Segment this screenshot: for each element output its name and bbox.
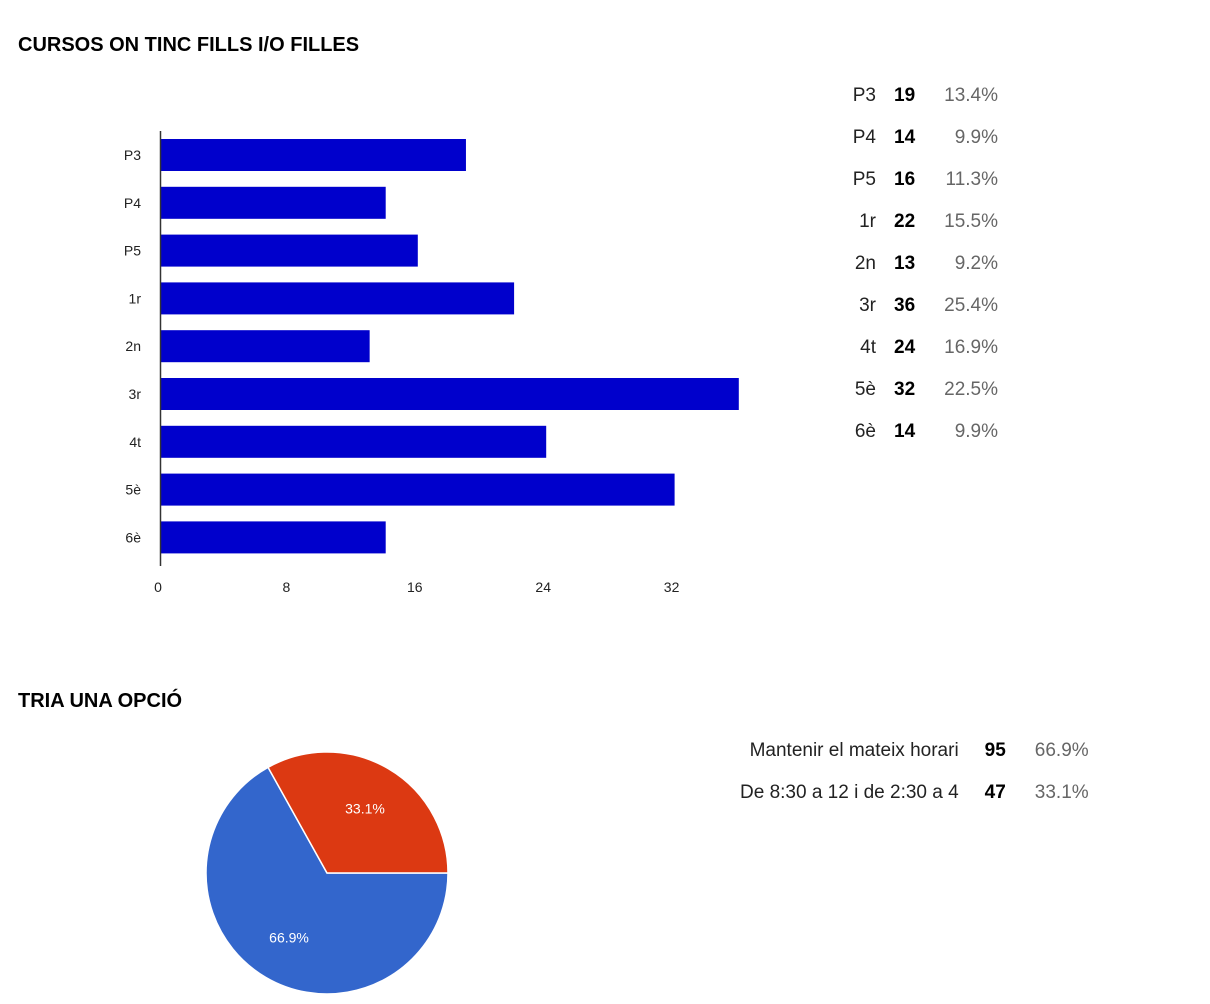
bar-chart: P3 P4 P5 1r 2n 3r 4t 5è 6è 0 8 16 24 32 [124, 131, 739, 595]
x-tick-label: 16 [407, 579, 423, 595]
bar-summary-table: P3 19 13.4% P4 14 9.9% P5 16 11.3% 1r 22 15.5% 2n 13 9… [840, 75, 998, 453]
bar [161, 234, 418, 267]
pie-summary-table: Mantenir el mateix horari 95 66.9% De 8:30 … [740, 730, 1089, 814]
bar-summary-row: 5è 32 22.5% [840, 369, 998, 411]
pie-summary-label: De 8:30 a 12 i de 2:30 a 4 [740, 782, 959, 803]
x-tick-label: 24 [535, 579, 551, 595]
bar-summary-percent: 9.9% [954, 127, 998, 148]
x-tick-label: 8 [283, 579, 291, 595]
bar [161, 425, 547, 458]
pie-summary-percent: 33.1% [1034, 782, 1089, 803]
bar-summary-count: 16 [894, 169, 916, 190]
bar-summary-label: P3 [852, 85, 876, 106]
pie-summary-count: 47 [984, 782, 1006, 803]
bar-summary-row: P5 16 11.3% [840, 159, 998, 201]
y-tick-label: 4t [129, 434, 141, 450]
pie-slice [205, 766, 449, 995]
bar [161, 378, 739, 410]
y-tick-label: 2n [125, 338, 141, 354]
bar-summary-percent: 22.5% [944, 379, 998, 400]
bar [161, 521, 386, 554]
bar-summary-percent: 9.9% [954, 421, 998, 442]
pie-summary-label: Mantenir el mateix horari [749, 740, 959, 761]
bar-summary-label: 3r [859, 295, 876, 316]
bar-summary-count: 19 [894, 85, 916, 106]
bar-summary-row: 4t 24 16.9% [840, 327, 998, 369]
y-tick-label: P4 [124, 195, 141, 211]
pie-slice-label: 66.9% [269, 930, 309, 946]
pie-summary-row: Mantenir el mateix horari 95 66.9% [740, 730, 1089, 772]
bar-summary-label: 2n [854, 253, 876, 274]
y-tick-label: P3 [124, 147, 141, 163]
bar-summary-label: P5 [852, 169, 876, 190]
bar-summary-count: 14 [894, 127, 916, 148]
bar-summary-count: 24 [894, 337, 916, 358]
bar-summary-row: 6è 14 9.9% [840, 411, 998, 453]
y-tick-label: 1r [129, 290, 142, 306]
x-tick-label: 0 [154, 579, 162, 595]
pie-summary-row: De 8:30 a 12 i de 2:30 a 4 47 33.1% [740, 772, 1089, 814]
y-tick-label: 3r [129, 386, 142, 402]
y-tick-label: P5 [124, 243, 141, 259]
y-tick-label: 5è [125, 482, 141, 498]
bar-summary-row: P3 19 13.4% [840, 75, 998, 117]
pie-chart-title: TRIA UNA OPCIÓ [18, 690, 183, 712]
x-tick-label: 32 [664, 579, 680, 595]
bar [161, 330, 370, 363]
bar [161, 186, 386, 219]
bar [161, 473, 675, 506]
bar-summary-count: 13 [894, 253, 916, 274]
bar-summary-percent: 15.5% [944, 211, 998, 232]
pie-slice-label: 33.1% [345, 800, 385, 816]
bar-summary-label: 4t [860, 337, 876, 358]
bar-summary-label: P4 [852, 127, 876, 148]
bar-summary-count: 14 [894, 421, 916, 442]
bar-summary-count: 32 [894, 379, 916, 400]
bar-summary-percent: 13.4% [944, 85, 998, 106]
pie-summary-percent: 66.9% [1034, 740, 1089, 761]
bar-summary-label: 5è [854, 379, 876, 400]
pie-chart: 66.9% 33.1% [205, 751, 449, 995]
y-tick-label: 6è [125, 529, 141, 545]
pie-summary-count: 95 [984, 740, 1006, 761]
bar-summary-label: 1r [859, 211, 876, 232]
bar [161, 139, 466, 171]
bar-summary-percent: 25.4% [944, 295, 998, 316]
bar-summary-row: 3r 36 25.4% [840, 285, 998, 327]
bar-summary-row: P4 14 9.9% [840, 117, 998, 159]
bar [161, 282, 515, 315]
pie-slice [267, 751, 449, 874]
bar-summary-count: 36 [894, 295, 916, 316]
bar-summary-percent: 11.3% [945, 169, 998, 190]
bar-chart-title: CURSOS ON TINC FILLS I/O FILLES [18, 34, 360, 56]
bar-summary-row: 1r 22 15.5% [840, 201, 998, 243]
bar-summary-percent: 9.2% [954, 253, 998, 274]
bar-summary-row: 2n 13 9.2% [840, 243, 998, 285]
bar-summary-percent: 16.9% [944, 337, 998, 358]
bar-summary-count: 22 [894, 211, 916, 232]
bar-summary-label: 6è [854, 421, 876, 442]
